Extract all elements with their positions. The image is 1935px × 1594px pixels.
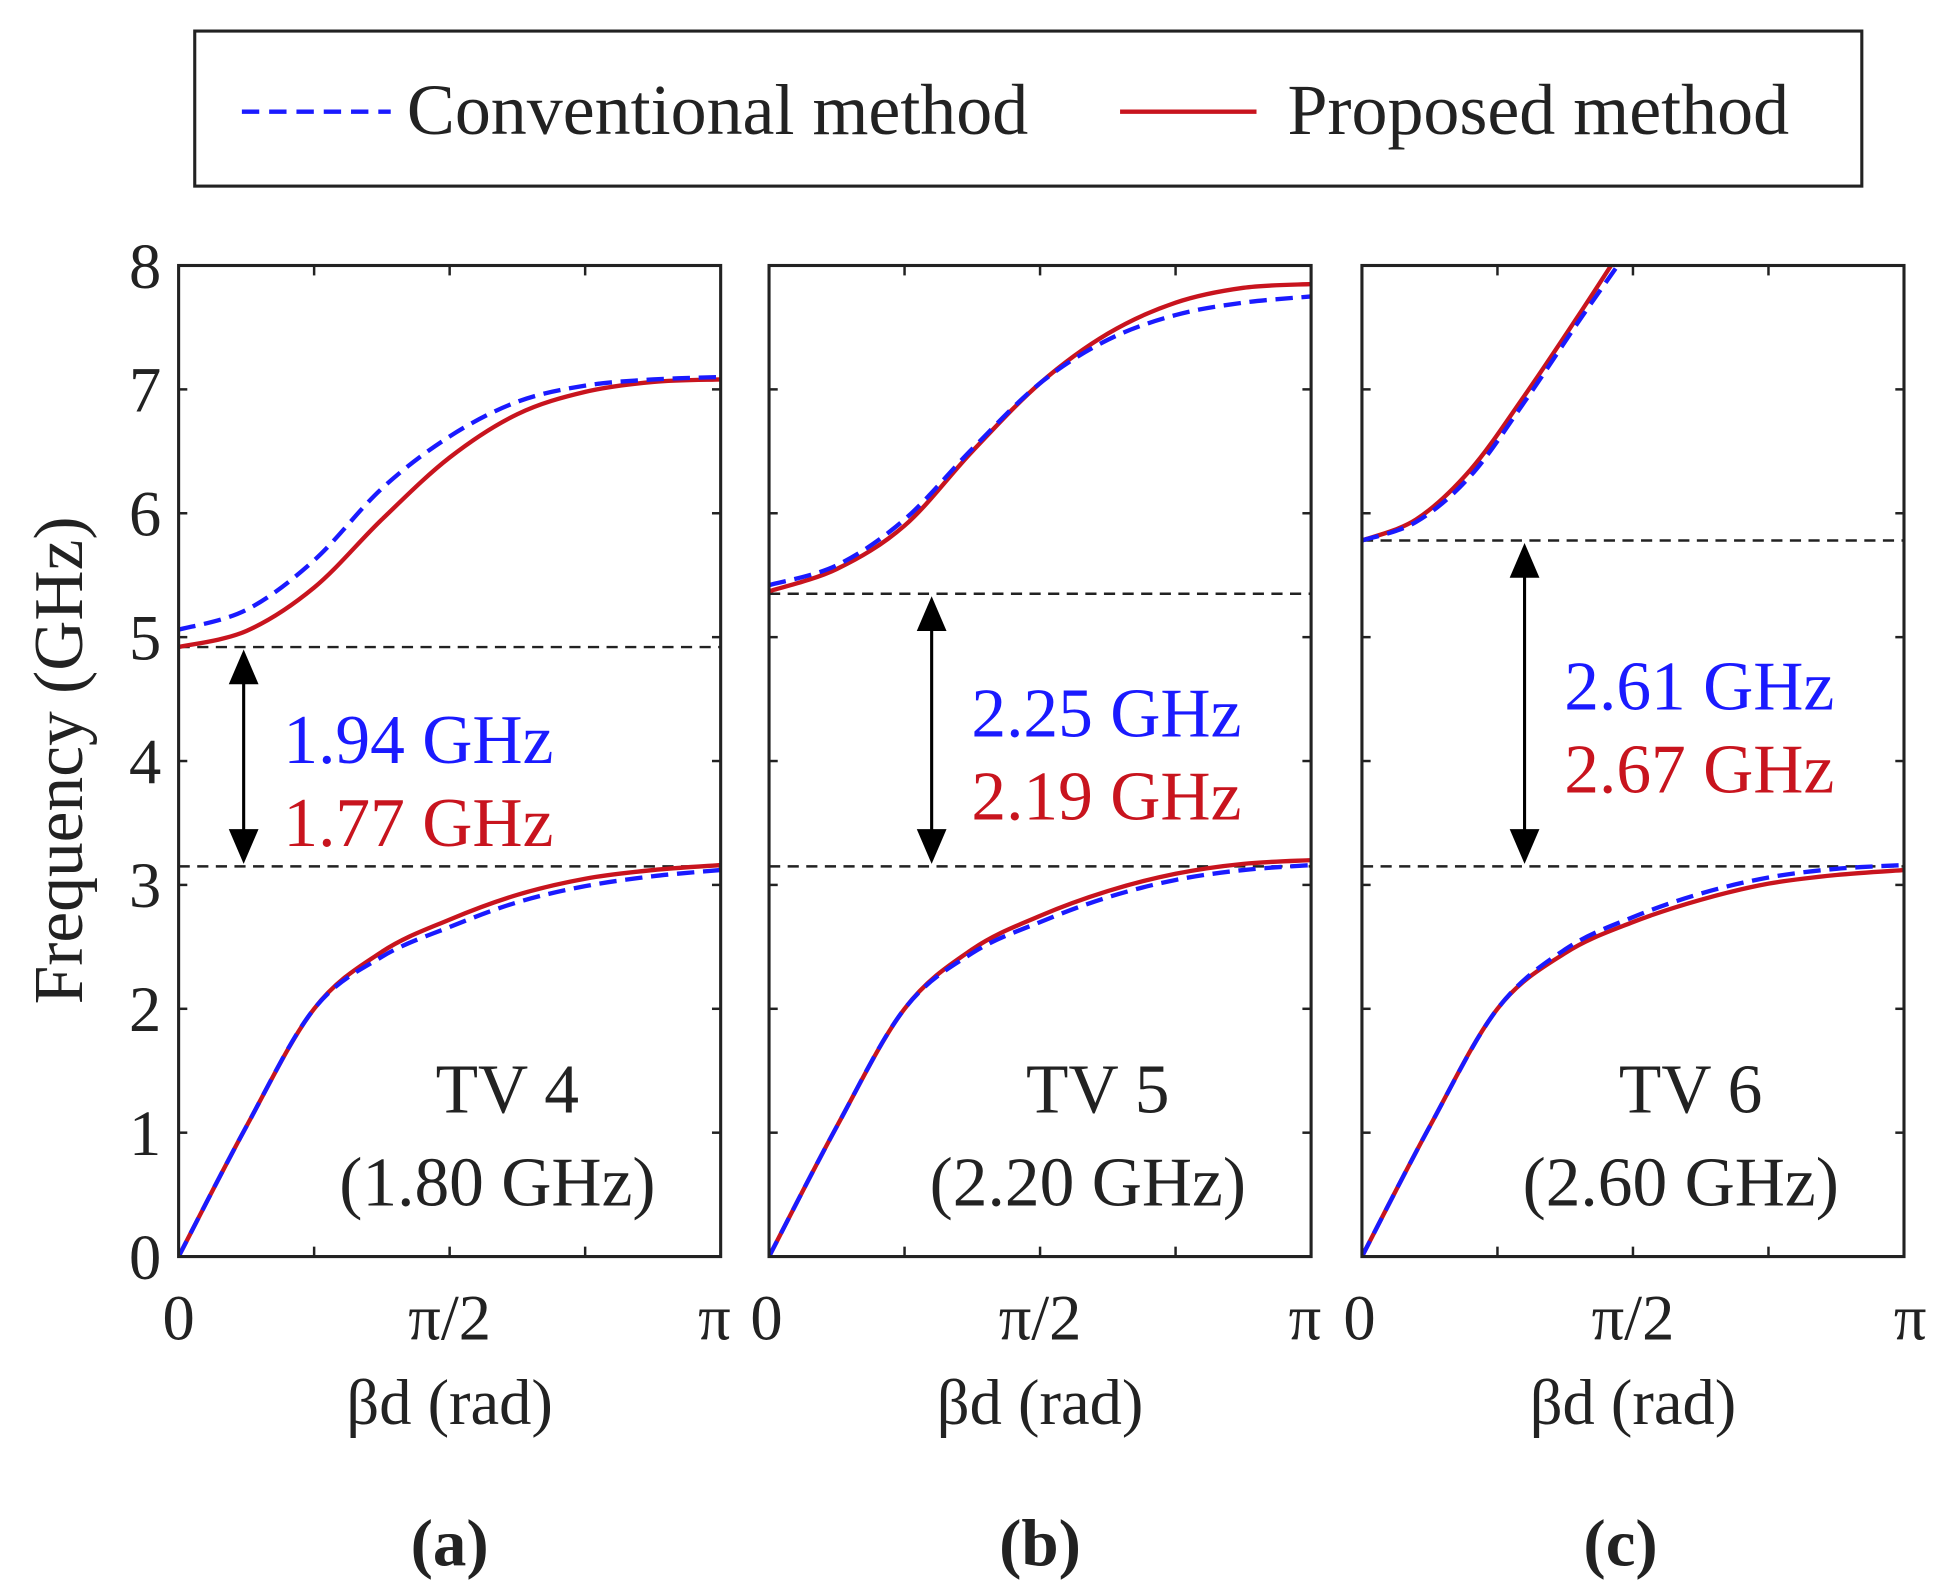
proposed-curve-upper: [769, 281, 1312, 594]
x-axis-label: βd (rad): [346, 1367, 553, 1438]
y-tick-label: 8: [129, 231, 161, 302]
y-tick-label: 6: [129, 479, 161, 550]
x-tick-label: π/2: [1592, 1283, 1675, 1354]
x-tick-label: 0: [162, 1283, 194, 1354]
proposed-curve-upper: [1361, 265, 1614, 543]
arrow-head-up-icon: [228, 649, 259, 685]
gap-proposed-label: 2.67 GHz: [1564, 732, 1834, 809]
conventional-curve-upper: [1361, 265, 1621, 543]
conventional-curve-lower: [1361, 862, 1904, 1257]
plot-frame: [177, 263, 723, 1259]
plot-frame: [767, 263, 1313, 1259]
gap-proposed-label: 1.77 GHz: [283, 785, 553, 862]
gap-conventional-label: 2.61 GHz: [1564, 649, 1834, 726]
arrow-head-down-icon: [228, 829, 259, 864]
conventional-curve-lower: [178, 867, 721, 1257]
x-tick-label: π/2: [408, 1283, 491, 1354]
legend-box: [193, 29, 1864, 188]
plot-frame: [1360, 263, 1906, 1259]
x-axis-label: βd (rad): [937, 1367, 1144, 1438]
y-tick-label: 5: [129, 602, 161, 673]
arrow-head-up-icon: [1509, 542, 1540, 578]
panel-label: (a): [411, 1506, 489, 1580]
panel-title: TV 5: [1026, 1052, 1169, 1129]
y-tick-label: 0: [129, 1222, 161, 1293]
y-tick-label: 4: [129, 726, 161, 797]
panel-label: (b): [999, 1506, 1081, 1580]
conventional-curve-lower: [769, 862, 1312, 1257]
panel-subtitle: (1.80 GHz): [339, 1145, 655, 1222]
panel-subtitle: (2.60 GHz): [1523, 1145, 1839, 1222]
panel-subtitle: (2.20 GHz): [930, 1145, 1246, 1222]
x-tick-label: π: [1289, 1283, 1322, 1354]
x-tick-label: π: [1894, 1283, 1927, 1354]
panel-title: TV 4: [436, 1052, 579, 1129]
x-tick-label: π: [698, 1283, 731, 1354]
arrow-head-up-icon: [916, 596, 947, 631]
legend-label-conventional: Conventional method: [407, 70, 1028, 150]
x-tick-label: 0: [1343, 1283, 1375, 1354]
proposed-curve-upper: [178, 377, 721, 650]
panel-title: TV 6: [1619, 1052, 1762, 1129]
panel-label: (c): [1583, 1506, 1657, 1580]
legend: Conventional method Proposed method: [193, 29, 1864, 188]
conventional-curve-upper: [769, 294, 1312, 588]
legend-label-proposed: Proposed method: [1288, 70, 1790, 150]
y-tick-label: 2: [129, 974, 161, 1045]
x-axis-label: βd (rad): [1530, 1367, 1737, 1438]
x-tick-label: 0: [750, 1283, 782, 1354]
arrow-head-down-icon: [916, 829, 947, 864]
y-tick-label: 3: [129, 850, 161, 921]
conventional-curve-upper: [178, 374, 721, 632]
y-tick-label: 1: [129, 1098, 161, 1169]
arrow-head-down-icon: [1509, 829, 1540, 864]
x-tick-label: π/2: [999, 1283, 1082, 1354]
gap-proposed-label: 2.19 GHz: [971, 758, 1241, 835]
gap-conventional-label: 2.25 GHz: [971, 675, 1241, 752]
y-axis-label: Frequency (GHz): [21, 516, 98, 1004]
gap-conventional-label: 1.94 GHz: [283, 702, 553, 779]
y-tick-label: 7: [129, 355, 161, 426]
